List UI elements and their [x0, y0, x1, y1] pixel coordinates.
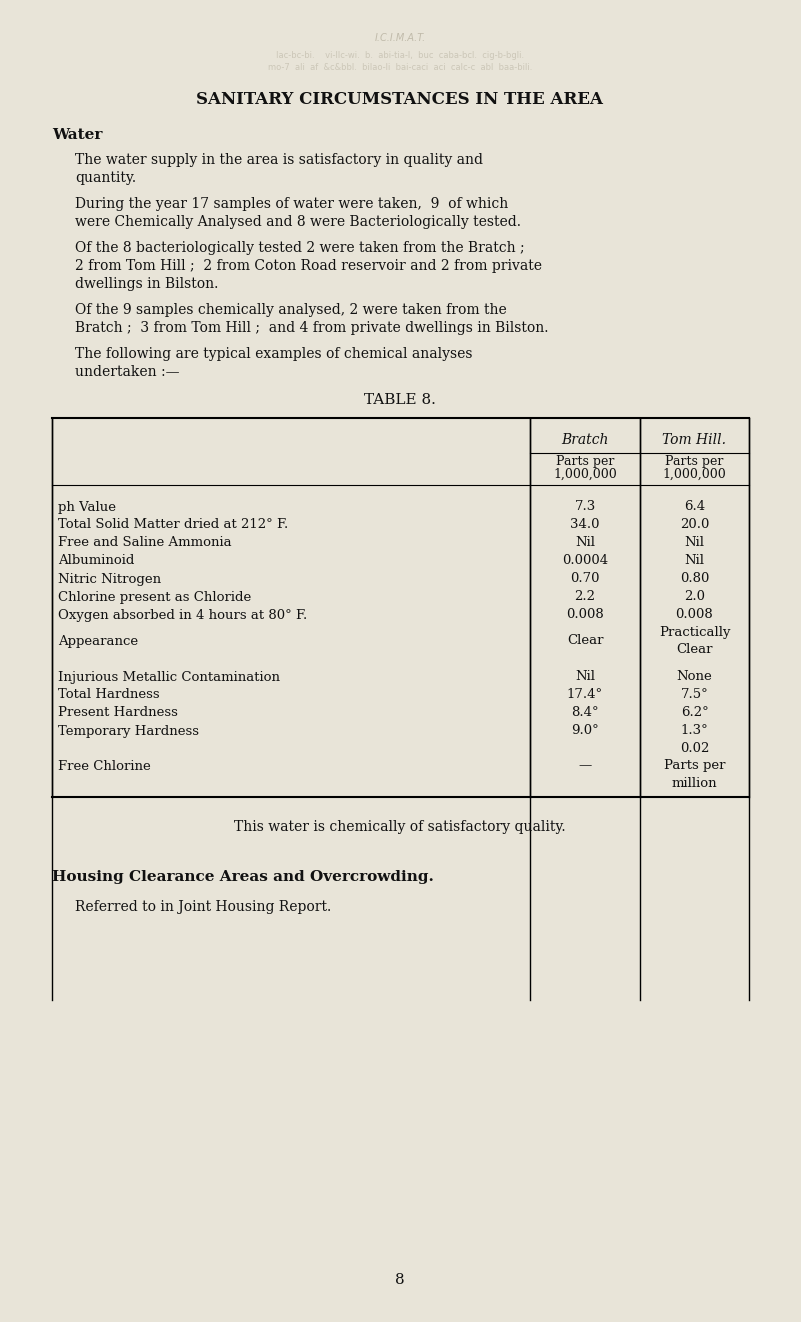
Text: 0.80: 0.80 — [680, 572, 709, 586]
Text: 1.3°: 1.3° — [681, 724, 708, 738]
Text: 0.0004: 0.0004 — [562, 554, 608, 567]
Text: quantity.: quantity. — [75, 171, 136, 185]
Text: Bratch ;  3 from Tom Hill ;  and 4 from private dwellings in Bilston.: Bratch ; 3 from Tom Hill ; and 4 from pr… — [75, 321, 549, 334]
Text: ph Value: ph Value — [58, 501, 116, 513]
Text: Total Solid Matter dried at 212° F.: Total Solid Matter dried at 212° F. — [58, 518, 288, 531]
Text: were Chemically Analysed and 8 were Bacteriologically tested.: were Chemically Analysed and 8 were Bact… — [75, 215, 521, 229]
Text: 7.5°: 7.5° — [681, 689, 708, 702]
Text: undertaken :—: undertaken :— — [75, 365, 179, 379]
Text: TABLE 8.: TABLE 8. — [364, 393, 436, 407]
Text: Free Chlorine: Free Chlorine — [58, 760, 151, 772]
Text: Total Hardness: Total Hardness — [58, 689, 159, 702]
Text: Of the 8 bacteriologically tested 2 were taken from the Bratch ;: Of the 8 bacteriologically tested 2 were… — [75, 241, 525, 255]
Text: 8: 8 — [395, 1273, 405, 1288]
Text: Nil: Nil — [685, 554, 705, 567]
Text: Injurious Metallic Contamination: Injurious Metallic Contamination — [58, 670, 280, 683]
Text: 20.0: 20.0 — [680, 518, 709, 531]
Text: Parts per: Parts per — [666, 455, 723, 468]
Text: 0.008: 0.008 — [566, 608, 604, 621]
Text: The following are typical examples of chemical analyses: The following are typical examples of ch… — [75, 346, 473, 361]
Text: Of the 9 samples chemically analysed, 2 were taken from the: Of the 9 samples chemically analysed, 2 … — [75, 303, 507, 317]
Text: 6.4: 6.4 — [684, 501, 705, 513]
Text: Parts per: Parts per — [664, 760, 725, 772]
Text: 7.3: 7.3 — [574, 501, 596, 513]
Text: 0.02: 0.02 — [680, 742, 709, 755]
Text: Clear: Clear — [676, 642, 713, 656]
Text: 9.0°: 9.0° — [571, 724, 599, 738]
Text: Referred to in Joint Housing Report.: Referred to in Joint Housing Report. — [75, 900, 332, 914]
Text: Nil: Nil — [575, 537, 595, 550]
Text: SANITARY CIRCUMSTANCES IN THE AREA: SANITARY CIRCUMSTANCES IN THE AREA — [196, 91, 603, 108]
Text: Appearance: Appearance — [58, 635, 138, 648]
Text: 0.70: 0.70 — [570, 572, 600, 586]
Text: Temporary Hardness: Temporary Hardness — [58, 724, 199, 738]
Text: Oxygen absorbed in 4 hours at 80° F.: Oxygen absorbed in 4 hours at 80° F. — [58, 608, 308, 621]
Text: Tom Hill.: Tom Hill. — [662, 434, 727, 447]
Text: million: million — [672, 777, 718, 789]
Text: Nil: Nil — [685, 537, 705, 550]
Text: Clear: Clear — [567, 635, 603, 648]
Text: Albuminoid: Albuminoid — [58, 554, 135, 567]
Text: Nitric Nitrogen: Nitric Nitrogen — [58, 572, 161, 586]
Text: Parts per: Parts per — [556, 455, 614, 468]
Text: —: — — [578, 760, 592, 772]
Text: 2.2: 2.2 — [574, 591, 595, 604]
Text: This water is chemically of satisfactory quality.: This water is chemically of satisfactory… — [234, 820, 566, 834]
Text: Chlorine present as Chloride: Chlorine present as Chloride — [58, 591, 252, 604]
Text: Present Hardness: Present Hardness — [58, 706, 178, 719]
Text: dwellings in Bilston.: dwellings in Bilston. — [75, 278, 219, 291]
Text: Nil: Nil — [575, 670, 595, 683]
Text: mo-7  ali  af  &c&bbl.  bilao-li  bai-caci  aci  calc-c  abl  baa-bili.: mo-7 ali af &c&bbl. bilao-li bai-caci ac… — [268, 62, 532, 71]
Text: Free and Saline Ammonia: Free and Saline Ammonia — [58, 537, 231, 550]
Text: 0.008: 0.008 — [675, 608, 714, 621]
Text: 1,000,000: 1,000,000 — [662, 468, 727, 480]
Text: Water: Water — [52, 128, 103, 141]
Text: Bratch: Bratch — [562, 434, 609, 447]
Text: 2 from Tom Hill ;  2 from Coton Road reservoir and 2 from private: 2 from Tom Hill ; 2 from Coton Road rese… — [75, 259, 542, 274]
Text: 8.4°: 8.4° — [571, 706, 599, 719]
Text: Iac-bc-bi.    vi-llc-wi.  b.  abi-tia-l,  buc  caba-bcl.  cig-b-bgli.: Iac-bc-bi. vi-llc-wi. b. abi-tia-l, buc … — [276, 50, 524, 59]
Text: 6.2°: 6.2° — [681, 706, 708, 719]
Text: 1,000,000: 1,000,000 — [553, 468, 617, 480]
Text: Practically: Practically — [658, 627, 731, 639]
Text: During the year 17 samples of water were taken,  9  of which: During the year 17 samples of water were… — [75, 197, 509, 212]
Text: 17.4°: 17.4° — [567, 689, 603, 702]
Text: Housing Clearance Areas and Overcrowding.: Housing Clearance Areas and Overcrowding… — [52, 870, 434, 884]
Text: None: None — [677, 670, 712, 683]
Text: The water supply in the area is satisfactory in quality and: The water supply in the area is satisfac… — [75, 153, 483, 167]
Text: 34.0: 34.0 — [570, 518, 600, 531]
Text: I.C.I.M.A.T.: I.C.I.M.A.T. — [374, 33, 425, 44]
Text: 2.0: 2.0 — [684, 591, 705, 604]
